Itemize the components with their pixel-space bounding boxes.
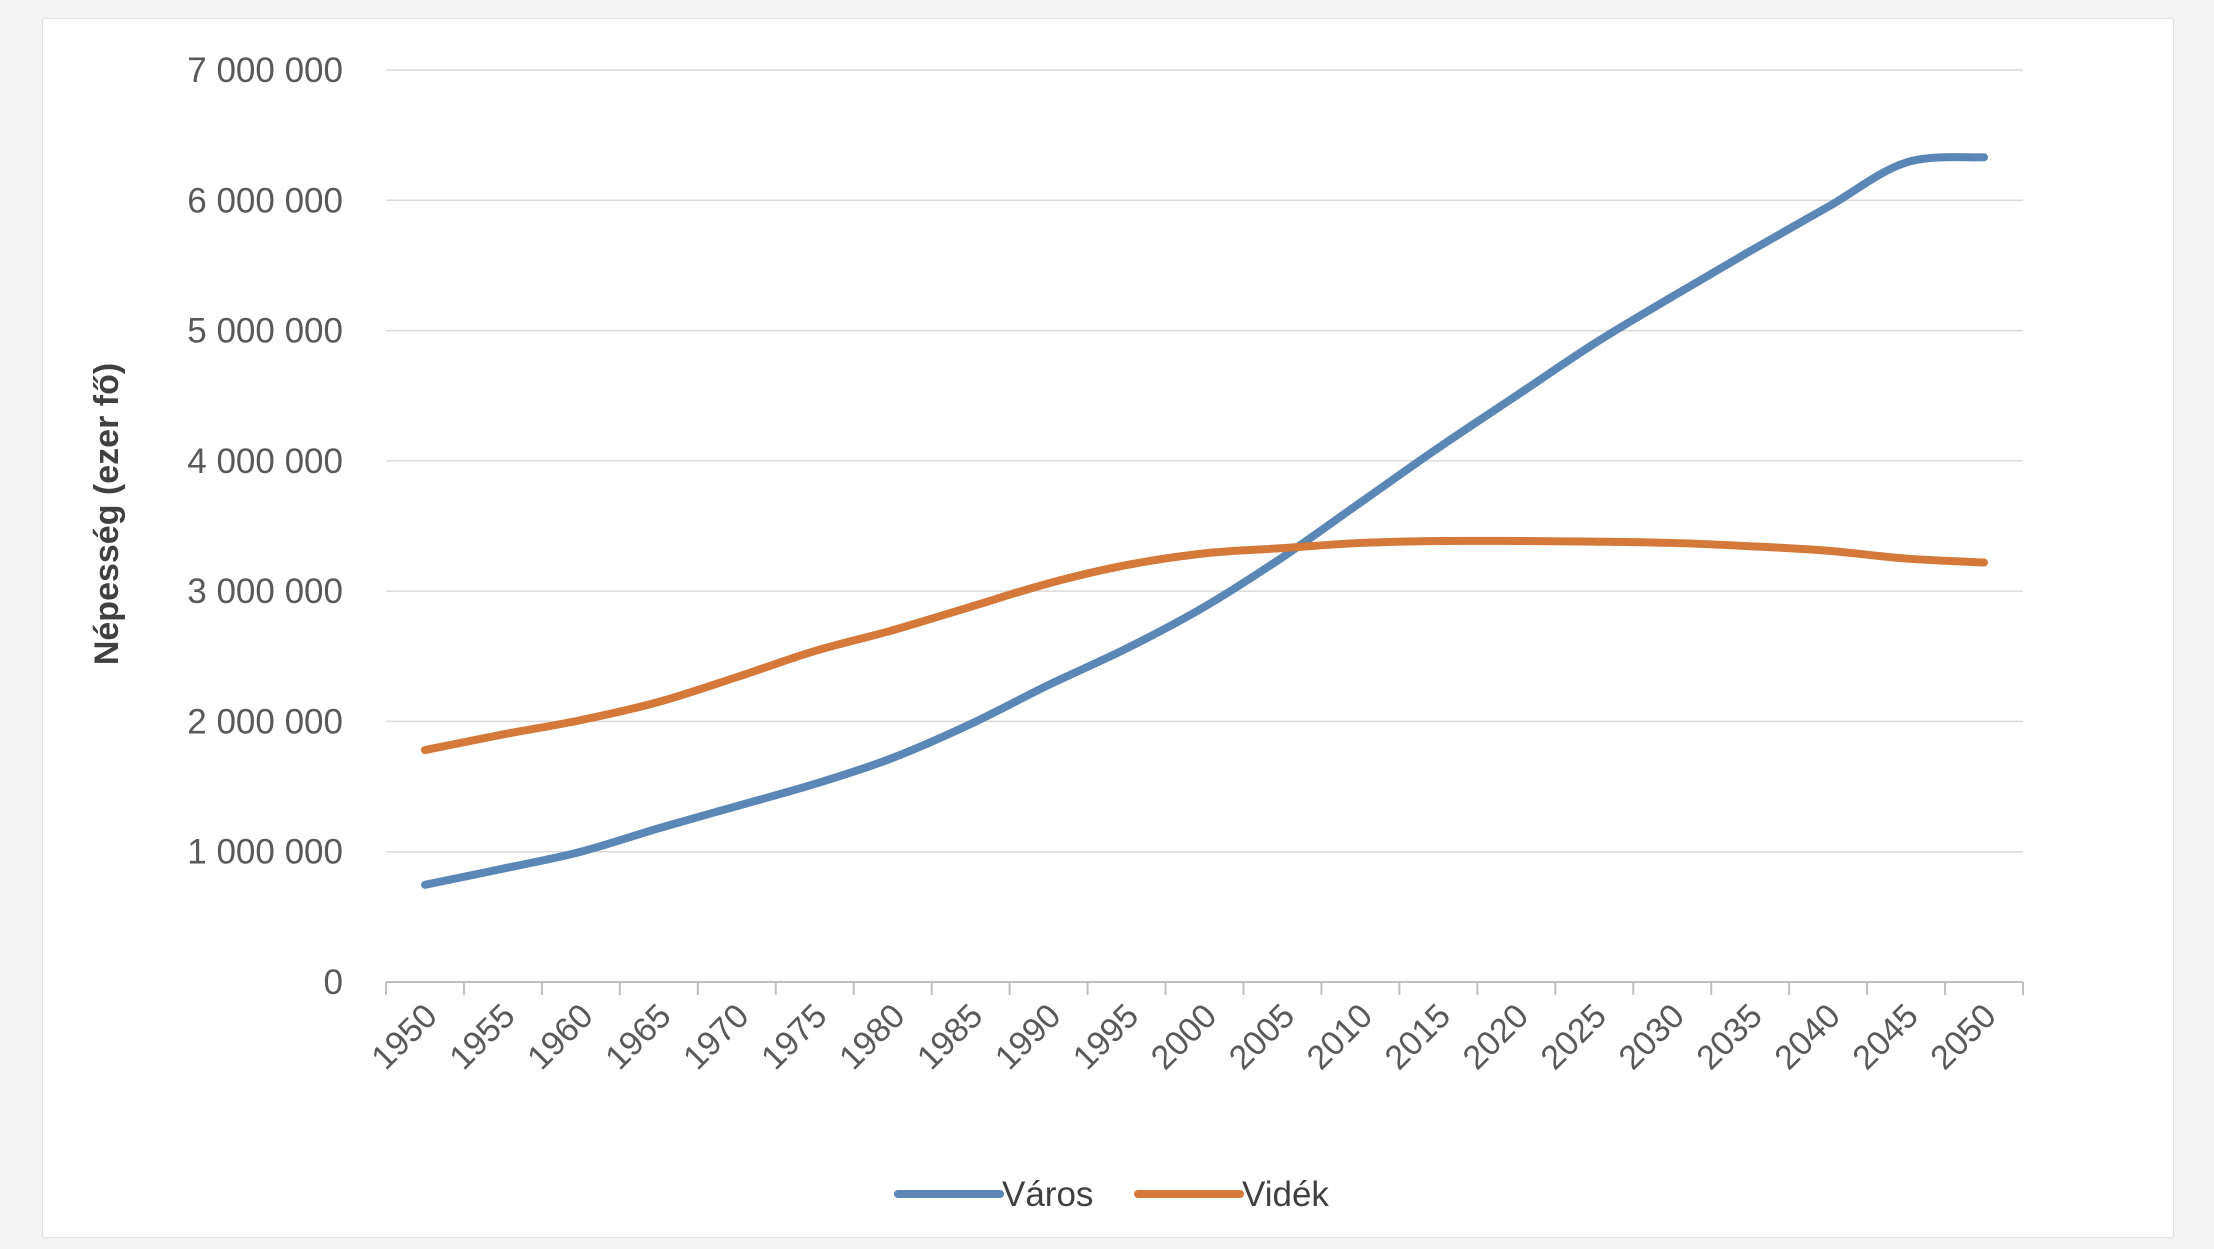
x-tick-label: 2045 bbox=[1845, 997, 1925, 1077]
x-tick-label: 2020 bbox=[1456, 997, 1536, 1077]
x-axis bbox=[385, 981, 2024, 995]
x-tick-label: 1980 bbox=[832, 997, 912, 1077]
legend-label-varos: Város bbox=[1002, 1175, 1093, 1214]
x-tick-label: 1950 bbox=[364, 997, 444, 1077]
y-tick-label: 4 000 000 bbox=[187, 442, 343, 481]
series-line-videk bbox=[420, 536, 1989, 755]
line-chart: 0 1 000 000 2 000 000 3 000 000 4 000 000 5 0… bbox=[88, 51, 2024, 1214]
y-tick-label: 6 000 000 bbox=[187, 181, 343, 220]
y-tick-label: 3 000 000 bbox=[187, 572, 343, 611]
series-lines bbox=[420, 153, 1989, 889]
x-tick-label: 2025 bbox=[1534, 997, 1614, 1077]
x-tick-label: 2030 bbox=[1612, 997, 1692, 1077]
chart-frame: 0 1 000 000 2 000 000 3 000 000 4 000 000 5 0… bbox=[42, 18, 2174, 1238]
y-axis-tick-labels: 0 1 000 000 2 000 000 3 000 000 4 000 000 5 0… bbox=[187, 51, 343, 1002]
x-tick-label: 1990 bbox=[988, 997, 1068, 1077]
gridlines bbox=[386, 69, 2023, 853]
y-tick-label: 5 000 000 bbox=[187, 312, 343, 351]
legend: Város Vidék bbox=[894, 1175, 1329, 1214]
x-tick-label: 1995 bbox=[1066, 997, 1146, 1077]
y-tick-label: 0 bbox=[324, 963, 343, 1002]
x-axis-tick-labels: 1950195519601965197019751980198519901995… bbox=[364, 997, 2003, 1077]
x-tick-label: 1970 bbox=[676, 997, 756, 1077]
x-tick-label: 1965 bbox=[598, 997, 678, 1077]
x-tick-label: 2010 bbox=[1300, 997, 1380, 1077]
y-tick-label: 2 000 000 bbox=[187, 702, 343, 741]
x-tick-label: 1960 bbox=[520, 997, 600, 1077]
x-tick-label: 2015 bbox=[1378, 997, 1458, 1077]
x-tick-label: 1975 bbox=[754, 997, 834, 1077]
y-tick-label: 7 000 000 bbox=[187, 51, 343, 90]
x-tick-label: 1955 bbox=[442, 997, 522, 1077]
x-tick-label: 2005 bbox=[1222, 997, 1302, 1077]
x-tick-label: 2040 bbox=[1767, 997, 1847, 1077]
y-tick-label: 1 000 000 bbox=[187, 833, 343, 872]
y-axis-title: Népesség (ezer fő) bbox=[88, 363, 126, 665]
x-tick-label: 2050 bbox=[1923, 997, 2003, 1077]
x-tick-label: 2000 bbox=[1144, 997, 1224, 1077]
x-tick-label: 1985 bbox=[910, 997, 990, 1077]
series-line-varos bbox=[420, 153, 1989, 889]
legend-label-videk: Vidék bbox=[1242, 1175, 1329, 1214]
x-tick-label: 2035 bbox=[1689, 997, 1769, 1077]
